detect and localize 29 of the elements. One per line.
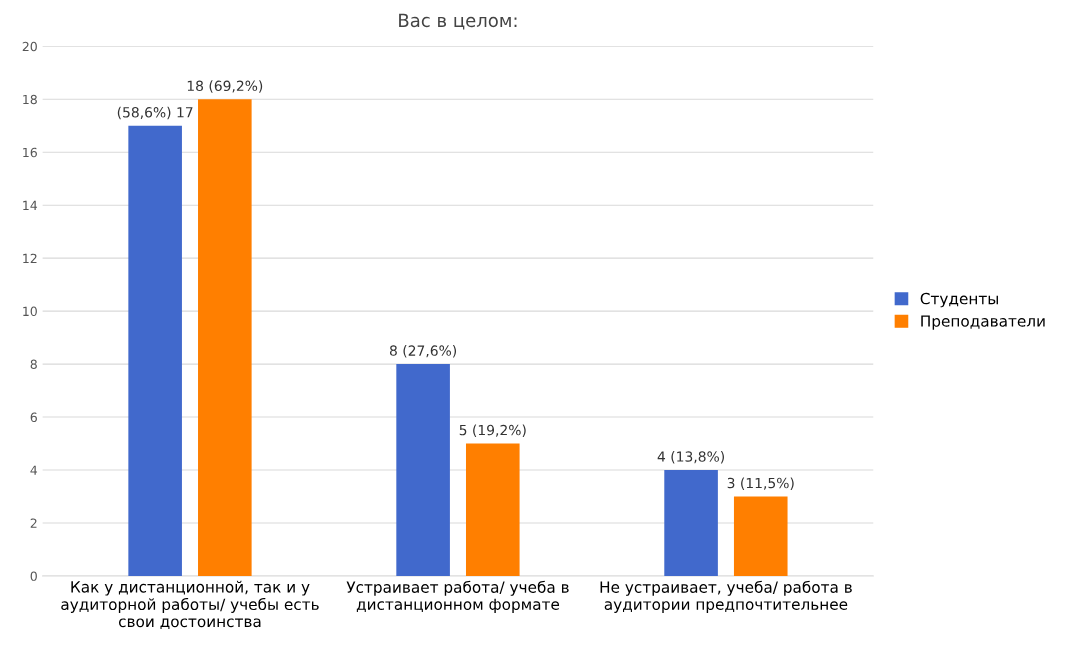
data-label: 5 (19,2%): [459, 424, 526, 437]
chart-title: Вас в целом:: [399, 13, 517, 30]
data-label: 18 (69,2%): [187, 80, 263, 93]
y-tick-label: 6: [30, 412, 37, 422]
y-tick-label: 18: [23, 94, 37, 105]
x-tick-label: Как у дистанционной, так и у аудиторной работы/ учебы есть свои достоинства: [61, 580, 319, 630]
bar: [198, 99, 252, 576]
bar: [465, 443, 520, 576]
y-tick-label: 2: [30, 518, 37, 528]
legend-label: Преподаватели: [921, 315, 1045, 330]
y-tick-label: 10: [23, 306, 37, 317]
y-tick-label: 4: [30, 465, 38, 475]
legend-label: Студенты: [920, 292, 998, 308]
bar: [128, 125, 182, 576]
x-tick-label: Устраивает работа/ учеба в дистанционном формате: [346, 580, 569, 613]
y-tick-label: 12: [23, 253, 37, 263]
data-label: 3 (11,5%): [727, 477, 794, 490]
bar: [733, 496, 788, 576]
x-tick-label: Не устраивает, учеба/ работа в аудитории предпочтительнее: [600, 580, 852, 613]
bar: [396, 364, 450, 576]
y-tick-label: 20: [22, 41, 37, 52]
data-label: 4 (13,8%): [657, 451, 724, 464]
y-tick-label: 14: [23, 200, 38, 210]
y-tick-label: 0: [30, 571, 37, 581]
y-tick-label: 8: [30, 359, 37, 370]
bar: [664, 470, 718, 576]
y-tick-label: 16: [23, 147, 37, 158]
data-label: (58,6%) 17: [117, 106, 193, 120]
data-label: 8 (27,6%): [389, 345, 457, 358]
